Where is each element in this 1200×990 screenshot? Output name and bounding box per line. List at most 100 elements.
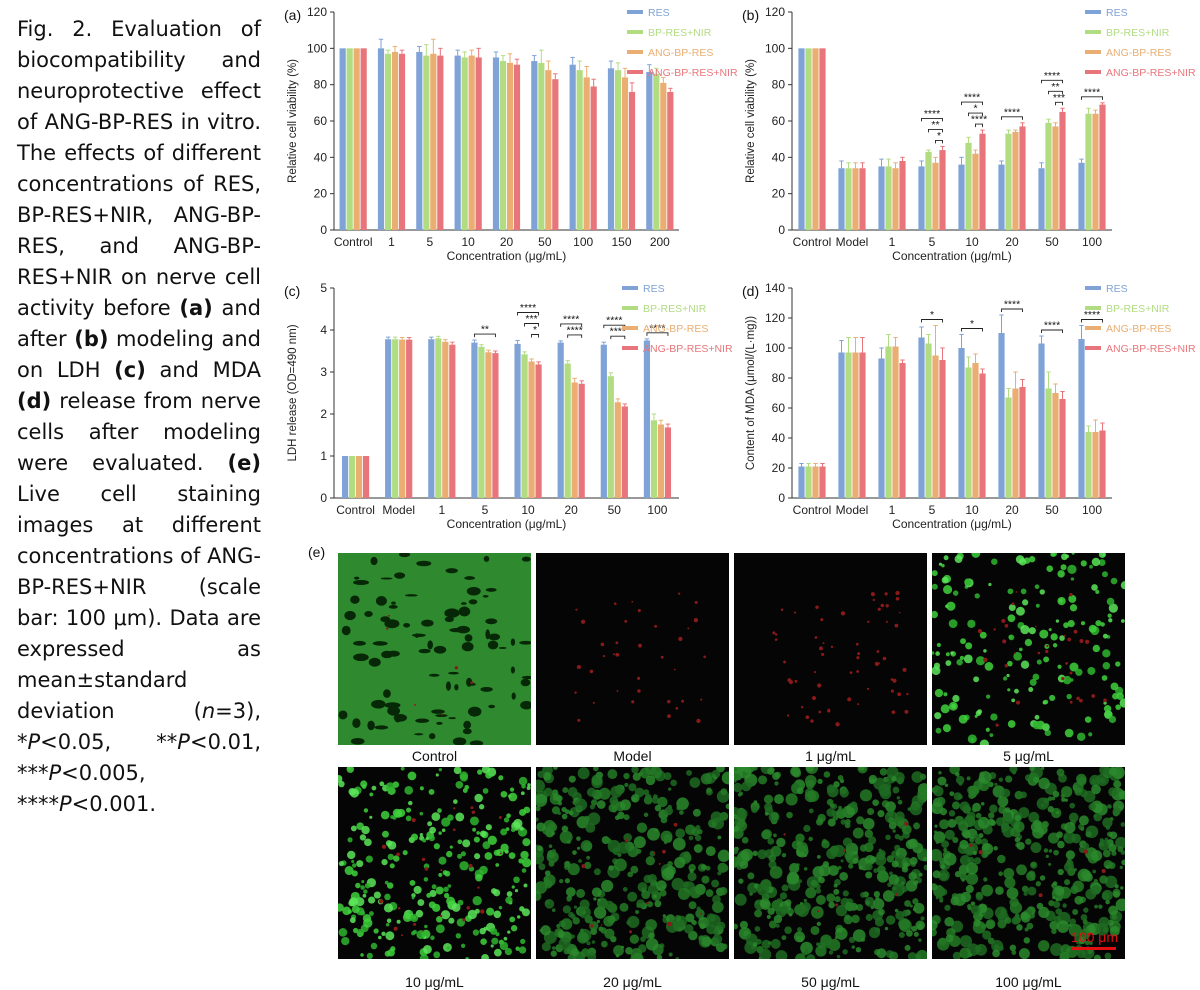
significance-bracket [567, 334, 583, 338]
significance-bracket [524, 323, 540, 327]
bar [646, 71, 653, 230]
micrograph-label: Model [613, 748, 652, 764]
caption-text-10: <0.001. [71, 792, 157, 816]
significance-label: * [970, 318, 974, 330]
x-tick-label: 1 [438, 503, 445, 517]
legend-swatch [622, 306, 638, 310]
panel-label: (d) [742, 283, 759, 299]
caption-text-9: <0.005, **** [17, 761, 146, 816]
y-tick-label: 60 [772, 401, 786, 415]
y-tick-label: 5 [320, 281, 327, 295]
bar [885, 166, 892, 230]
bar [583, 77, 590, 231]
legend-label: ANG-BP-RES+NIR [643, 343, 733, 355]
significance-label: ** [931, 119, 939, 131]
bar [878, 166, 885, 230]
caption-p-2: P [177, 730, 190, 754]
significance-bracket [1041, 79, 1063, 84]
panel-label: (c) [284, 283, 300, 299]
x-tick-label: 5 [482, 503, 489, 517]
x-tick-label: Control [334, 235, 373, 249]
bar [360, 48, 367, 231]
bar [932, 162, 939, 230]
legend-swatch [1085, 326, 1101, 330]
y-axis-title: Relative cell viability (%) [745, 59, 757, 183]
micrograph-label: 1 μg/mL [805, 748, 856, 764]
micrograph-image [536, 767, 729, 959]
bar [932, 355, 939, 498]
bar [399, 339, 406, 498]
caption-text-8: <0.01, *** [17, 730, 261, 785]
legend-label: ANG-BP-RES [1106, 47, 1171, 59]
bar [1012, 131, 1019, 230]
legend-swatch [627, 70, 643, 74]
significance-label: **** [1004, 106, 1020, 118]
legend-swatch [1085, 70, 1101, 74]
significance-bracket [531, 334, 540, 338]
micrograph-tile [734, 767, 927, 959]
significance-label: **** [971, 114, 987, 126]
bar [406, 339, 413, 498]
bar [600, 344, 607, 498]
caption-text-4: release from nerve cells after modeling … [17, 389, 261, 475]
bar [578, 383, 585, 498]
bar [348, 456, 356, 498]
legend-swatch [627, 10, 643, 14]
significance-label: **** [1044, 320, 1060, 332]
significance-label: * [533, 324, 537, 336]
bar [998, 333, 1005, 498]
bar [965, 142, 972, 230]
x-tick-label: 100 [573, 235, 593, 249]
bar [892, 346, 899, 498]
bar [1019, 126, 1026, 230]
micrograph-image [772, 590, 909, 727]
bar [569, 64, 576, 230]
y-tick-label: 20 [772, 187, 786, 201]
bar [341, 456, 349, 498]
bar [377, 48, 385, 231]
y-tick-label: 100 [765, 41, 785, 55]
bar [972, 363, 979, 498]
y-tick-label: 40 [314, 150, 328, 164]
micrograph-tile [932, 553, 1125, 745]
significance-bracket [1041, 329, 1063, 333]
x-tick-label: 150 [611, 235, 631, 249]
bar [398, 53, 406, 231]
significance-bracket [1081, 319, 1103, 323]
bar [899, 160, 906, 230]
legend-swatch [627, 30, 643, 34]
legend-label: ANG-BP-RES [648, 47, 713, 59]
bar [838, 352, 845, 498]
significance-bracket [961, 328, 983, 332]
x-axis-title: Concentration (μg/mL) [447, 517, 567, 531]
bar [1085, 113, 1092, 230]
bar [513, 64, 521, 230]
bar [531, 61, 538, 230]
bar [1092, 432, 1099, 498]
x-tick-label: 20 [1005, 235, 1019, 249]
bar [628, 91, 636, 230]
bar [1005, 397, 1012, 498]
bar [878, 358, 885, 498]
bar [362, 456, 370, 498]
significance-bracket [517, 312, 540, 316]
bar [355, 456, 363, 498]
y-tick-label: 80 [772, 371, 786, 385]
y-axis-title: LDH release (OD=490 nm) [287, 324, 299, 461]
y-tick-label: 80 [314, 78, 328, 92]
bar [812, 466, 819, 498]
bar [643, 340, 651, 498]
bar [353, 48, 360, 231]
x-tick-label: Control [793, 503, 832, 517]
significance-bracket [1055, 101, 1063, 106]
legend-label: RES [1106, 283, 1128, 295]
caption-ref-d: (d) [17, 389, 52, 413]
micrograph-tile [536, 553, 729, 745]
bar [1099, 430, 1106, 498]
bar [965, 367, 972, 498]
significance-label: **** [606, 315, 622, 327]
significance-bracket [1048, 90, 1063, 95]
x-tick-label: 20 [500, 235, 514, 249]
bar [485, 352, 492, 498]
